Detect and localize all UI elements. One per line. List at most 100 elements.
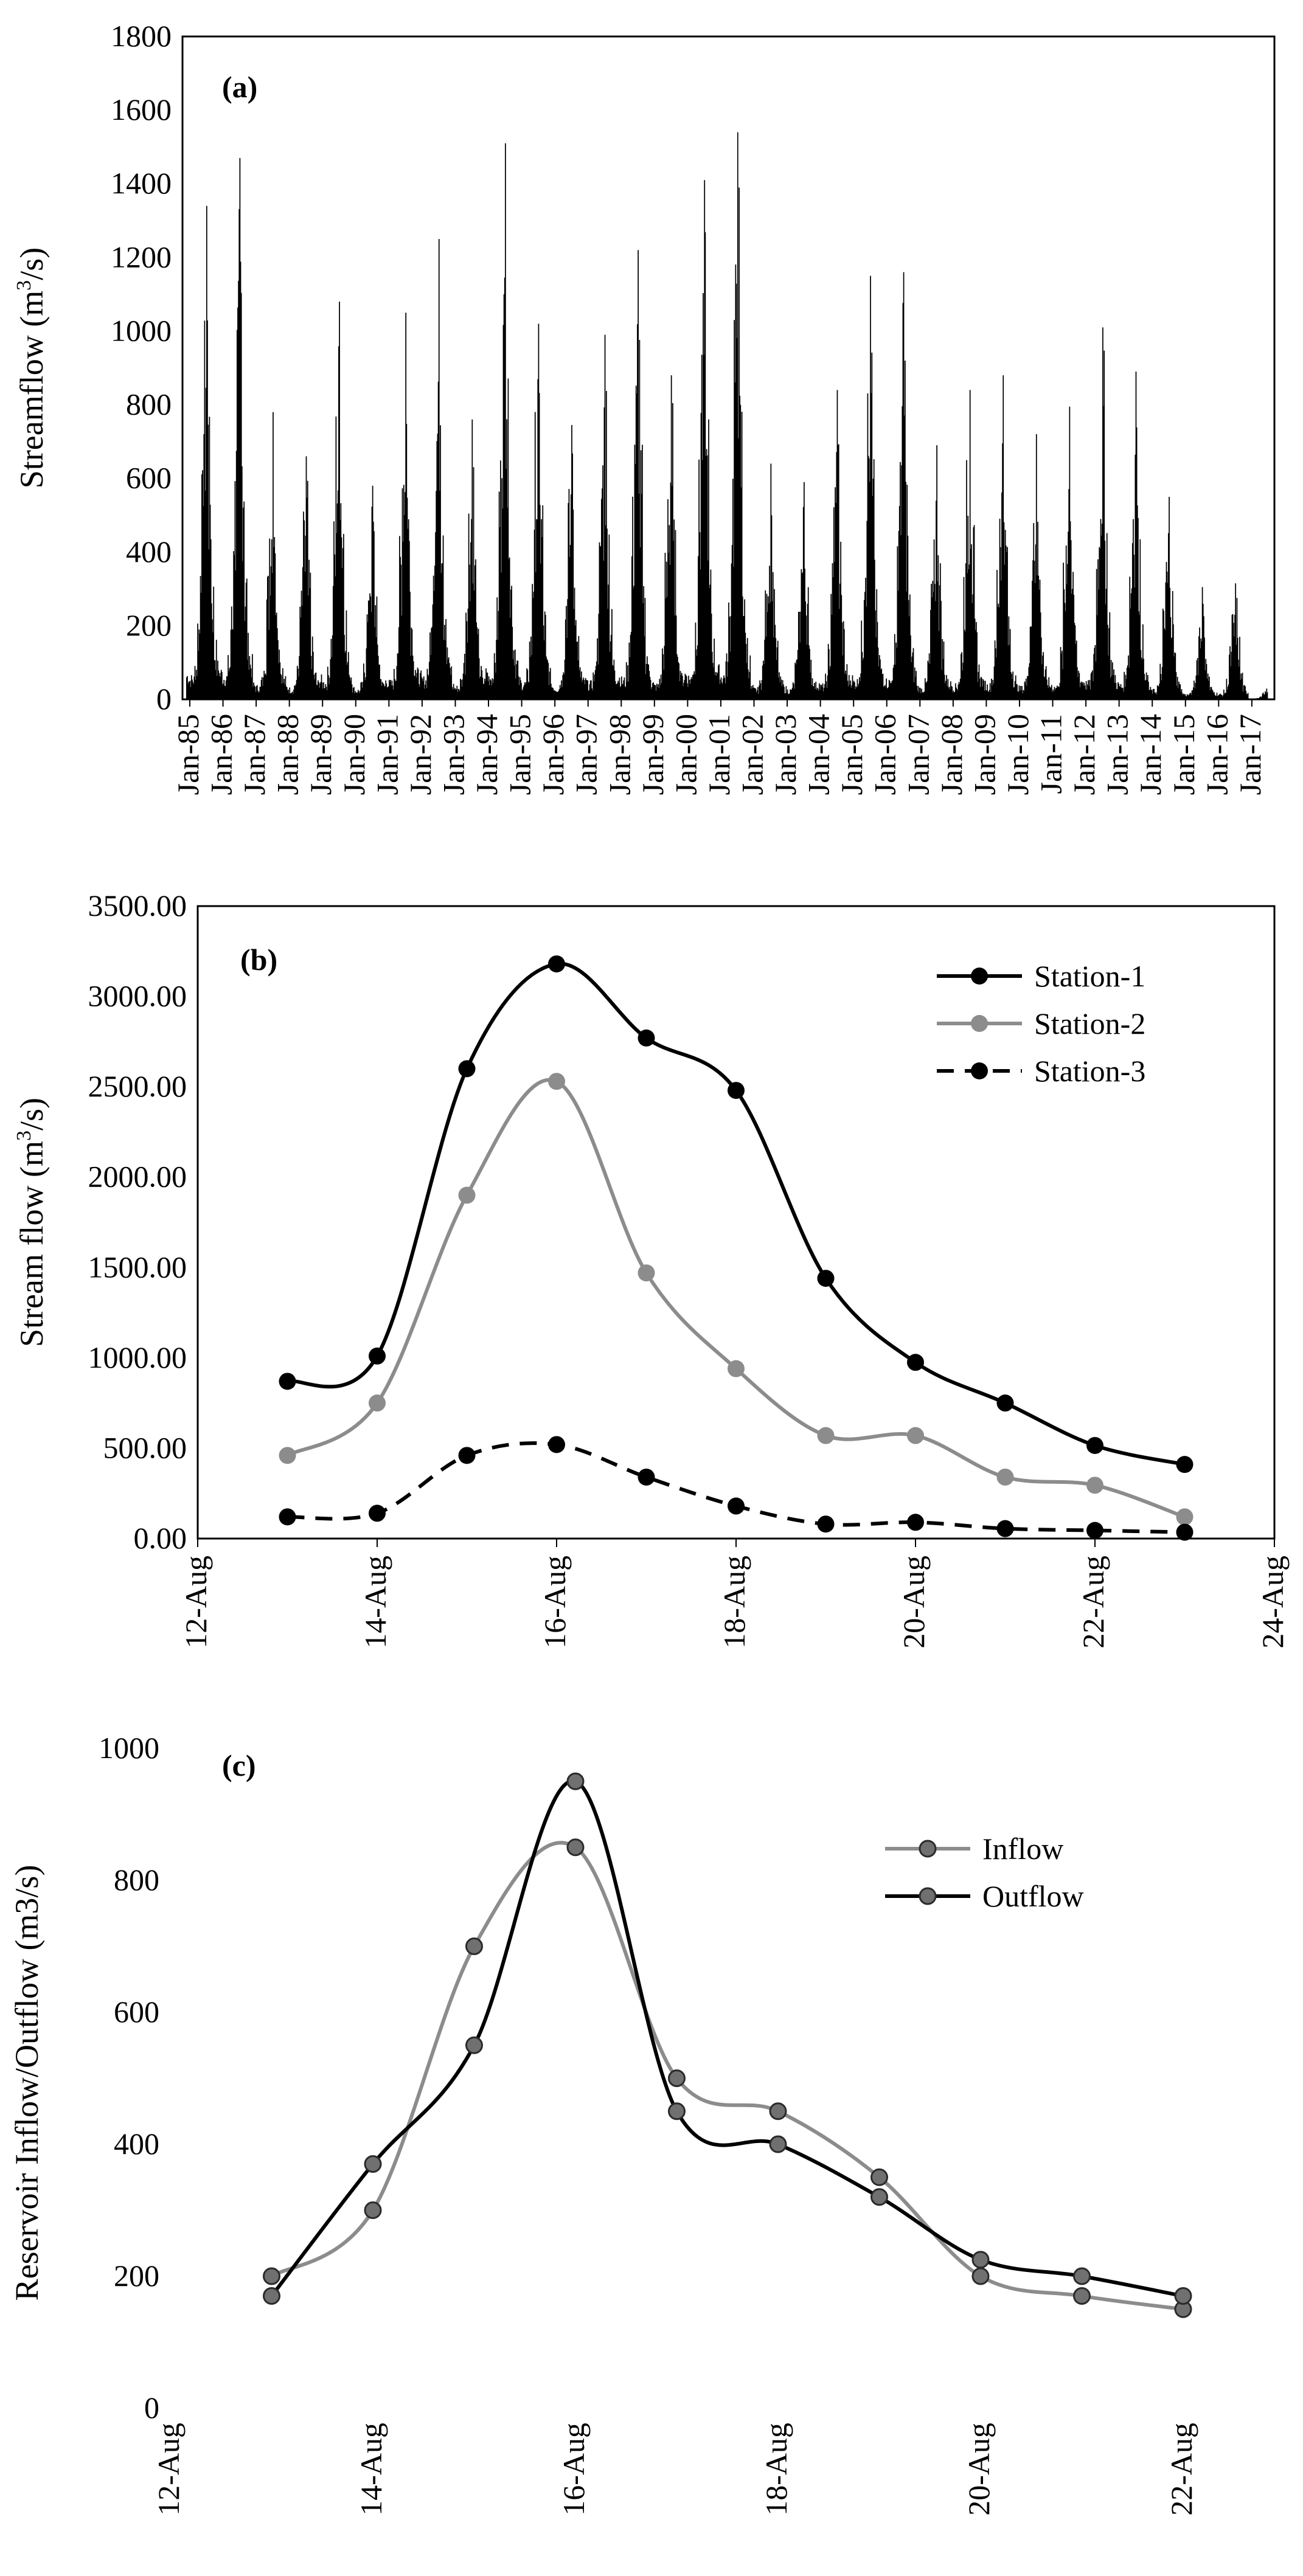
- panel-a-bar: [401, 488, 403, 699]
- panel-a-bar: [965, 563, 967, 699]
- panel-a-bar: [1018, 685, 1020, 699]
- panel-a-bar: [255, 686, 257, 699]
- panel-a-bar: [1144, 674, 1145, 699]
- panel-a-bar: [1195, 682, 1197, 699]
- panel-a-label: (a): [222, 70, 257, 104]
- panel-a-bar: [878, 666, 880, 699]
- panel-a-bar: [1237, 637, 1239, 699]
- panel-a-bar: [1088, 685, 1090, 699]
- panel-a-bar: [428, 676, 429, 699]
- panel-a-bar: [787, 693, 789, 699]
- panel-a-bar: [743, 615, 744, 699]
- panel-a-bar: [637, 324, 638, 699]
- panel-a-bar: [940, 601, 942, 699]
- panel-a-bar: [214, 660, 215, 699]
- panel-a-bar: [1067, 564, 1068, 699]
- panel-a-bar: [308, 595, 309, 699]
- panel-a-bar: [1164, 628, 1165, 699]
- panel-a-bar: [1192, 690, 1194, 699]
- panel-a-bar: [1235, 583, 1237, 699]
- panel-a-bar: [1072, 572, 1074, 699]
- panel-a-bar: [645, 663, 647, 699]
- panel-a-bar: [1037, 575, 1038, 699]
- panel-a-bar: [526, 668, 527, 699]
- panel-a-bar: [500, 460, 501, 699]
- panel-a-bar: [705, 456, 707, 699]
- panel-a-bar: [1151, 690, 1153, 699]
- panel-a-bar: [663, 670, 665, 699]
- panel-a-bar: [497, 640, 499, 699]
- panel-a-bar: [507, 507, 509, 699]
- panel-a-bar: [577, 660, 579, 699]
- panel-a-bar: [203, 434, 205, 699]
- panel-a-bar: [797, 649, 799, 699]
- panel-a-bar: [836, 390, 838, 699]
- panel-a-bar: [570, 494, 572, 699]
- panel-a-bar: [204, 320, 206, 699]
- panel-b-legend-label: Station-3: [1034, 1054, 1145, 1088]
- panel-b-point-station-1: [907, 1354, 924, 1371]
- panel-a-bar: [248, 670, 250, 699]
- panel-a-bar: [520, 680, 521, 699]
- panel-a-bar: [1080, 682, 1082, 699]
- panel-a-bar: [501, 572, 502, 699]
- panel-b-point-station-1: [638, 1029, 655, 1047]
- panel-a-bar: [400, 564, 402, 699]
- panel-a-bar: [509, 618, 511, 699]
- panel-a-bar: [413, 676, 415, 699]
- panel-a-bar: [456, 689, 457, 699]
- panel-a-bar: [324, 688, 326, 699]
- panel-a-bar: [1093, 680, 1094, 699]
- panel-a-bar: [981, 676, 982, 699]
- panel-a-bar: [972, 594, 974, 699]
- panel-a-bar: [796, 659, 798, 699]
- panel-a-bar: [784, 693, 785, 699]
- panel-b-point-station-2: [1086, 1477, 1103, 1494]
- panel-a-bar: [1083, 685, 1084, 699]
- panel-a-bar: [860, 681, 861, 699]
- panel-a-bar: [938, 631, 940, 699]
- panel-a-bar: [613, 666, 614, 699]
- panel-a-bar: [466, 621, 468, 699]
- panel-a-bar: [903, 272, 905, 699]
- panel-b-point-station-2: [817, 1427, 835, 1444]
- panel-a-x-tick: Jan-16: [1200, 714, 1234, 795]
- panel-a-bar: [249, 664, 251, 699]
- panel-a-bar: [592, 672, 594, 699]
- panel-a-bar: [478, 658, 480, 699]
- panel-a-bar: [919, 687, 920, 699]
- panel-a-bar: [996, 570, 998, 699]
- panel-a-bar: [988, 691, 990, 699]
- panel-a-bar: [1122, 688, 1124, 699]
- panel-a-bar: [369, 593, 370, 699]
- panel-a-bar: [678, 662, 679, 699]
- panel-a-bar: [1189, 694, 1190, 699]
- panel-a-bar: [1153, 688, 1155, 699]
- panel-a-bar: [1064, 603, 1066, 699]
- panel-a-bar: [769, 566, 770, 699]
- panel-a-bar: [671, 485, 673, 699]
- panel-a-bar: [836, 452, 838, 699]
- panel-a-bar: [523, 687, 524, 699]
- panel-a-bar: [255, 691, 257, 699]
- panel-a-bar: [319, 688, 320, 699]
- panel-a-bar: [316, 684, 318, 699]
- panel-a-bar: [1113, 675, 1114, 699]
- panel-a-bar: [754, 688, 756, 699]
- panel-a-bar: [1130, 608, 1131, 699]
- panel-a-bar: [1017, 691, 1018, 699]
- panel-b-x-tick: 12-Aug: [179, 1556, 213, 1649]
- panel-a-bar: [1092, 670, 1093, 699]
- panel-a-bar: [1154, 692, 1156, 699]
- panel-b-label: (b): [240, 943, 277, 977]
- panel-a-bar: [502, 508, 504, 699]
- panel-a-bar: [1063, 589, 1065, 699]
- panel-b-y-tick: 1000.00: [88, 1340, 187, 1374]
- panel-a-bar: [327, 667, 328, 699]
- panel-a-bar: [688, 676, 689, 699]
- panel-a-bar: [943, 641, 945, 699]
- panel-a-bar: [982, 679, 984, 699]
- panel-a-bar: [788, 694, 790, 699]
- panel-a-bar: [680, 675, 682, 699]
